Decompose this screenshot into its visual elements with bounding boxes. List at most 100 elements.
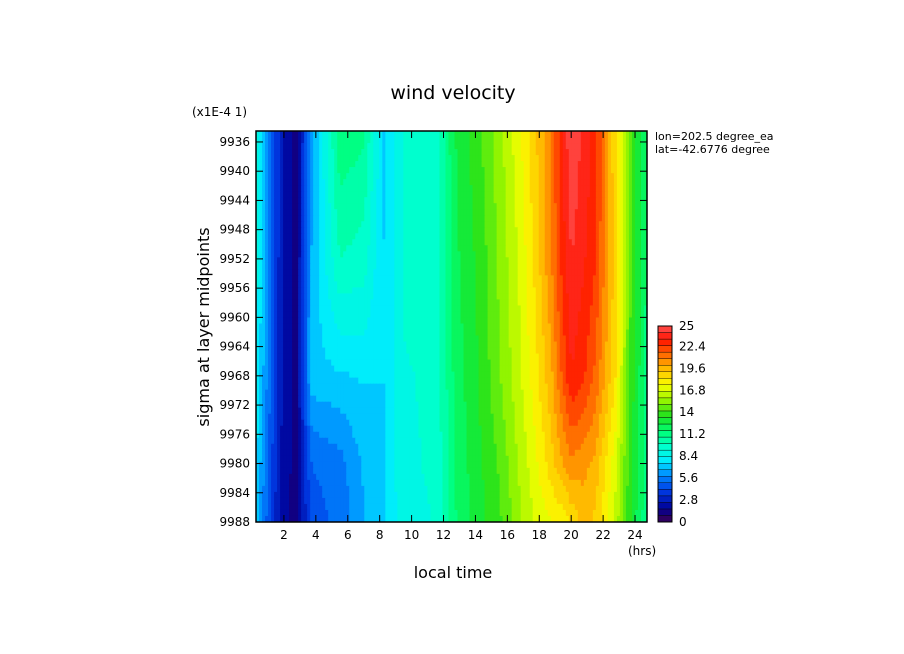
heatmap-cell bbox=[394, 149, 398, 156]
heatmap-cell bbox=[424, 173, 429, 180]
heatmap-cell bbox=[376, 281, 380, 288]
heatmap-cell bbox=[421, 287, 426, 295]
heatmap-cell bbox=[256, 269, 260, 276]
heatmap-cell bbox=[340, 143, 344, 150]
heatmap-cell bbox=[490, 227, 495, 234]
heatmap-cell bbox=[610, 329, 615, 337]
heatmap-cell bbox=[514, 317, 519, 325]
heatmap-cell bbox=[487, 227, 492, 234]
heatmap-cell bbox=[592, 155, 597, 162]
heatmap-cell bbox=[382, 233, 386, 240]
heatmap-cell bbox=[448, 239, 453, 246]
heatmap-cell bbox=[457, 311, 462, 319]
heatmap-cell bbox=[610, 215, 615, 222]
heatmap-cell bbox=[412, 149, 417, 156]
heatmap-cell bbox=[271, 239, 275, 246]
heatmap-cell bbox=[298, 323, 302, 331]
heatmap-cell bbox=[358, 353, 362, 361]
heatmap-cell bbox=[337, 317, 341, 325]
heatmap-cell bbox=[451, 299, 456, 307]
heatmap-cell bbox=[598, 251, 603, 258]
heatmap-cell bbox=[595, 287, 600, 295]
heatmap-cell bbox=[289, 293, 293, 301]
heatmap-cell bbox=[421, 299, 426, 307]
heatmap-cell bbox=[643, 257, 647, 264]
heatmap-cell bbox=[337, 209, 341, 216]
heatmap-cell bbox=[484, 239, 489, 246]
heatmap-cell bbox=[532, 215, 537, 222]
heatmap-cell bbox=[499, 311, 504, 319]
heatmap-cell bbox=[427, 179, 432, 186]
heatmap-cell bbox=[262, 341, 266, 349]
heatmap-cell bbox=[550, 185, 555, 192]
heatmap-cell bbox=[298, 131, 302, 138]
heatmap-cell bbox=[613, 251, 618, 258]
heatmap-cell bbox=[466, 131, 471, 138]
heatmap-cell bbox=[325, 179, 329, 186]
heatmap-cell bbox=[298, 137, 302, 144]
heatmap-cell bbox=[262, 203, 266, 210]
heatmap-cell bbox=[463, 143, 468, 150]
heatmap-cell bbox=[385, 143, 389, 150]
heatmap-cell bbox=[454, 245, 459, 252]
heatmap-cell bbox=[529, 233, 534, 240]
heatmap-cell bbox=[553, 161, 558, 168]
heatmap-cell bbox=[337, 269, 341, 276]
heatmap-cell bbox=[277, 329, 281, 337]
heatmap-cell bbox=[349, 215, 353, 222]
heatmap-cell bbox=[433, 197, 438, 204]
heatmap-cell bbox=[304, 197, 308, 204]
heatmap-cell bbox=[445, 173, 450, 180]
heatmap-cell bbox=[331, 317, 335, 325]
heatmap-cell bbox=[562, 341, 567, 349]
heatmap-cell bbox=[637, 245, 642, 252]
heatmap-cell bbox=[514, 209, 519, 216]
heatmap-cell bbox=[394, 173, 398, 180]
heatmap-cell bbox=[352, 251, 356, 258]
heatmap-cell bbox=[493, 239, 498, 246]
heatmap-cell bbox=[559, 311, 564, 319]
heatmap-cell bbox=[349, 347, 353, 355]
heatmap-cell bbox=[619, 167, 624, 174]
heatmap-cell bbox=[391, 275, 395, 282]
heatmap-cell bbox=[610, 287, 615, 295]
heatmap-cell bbox=[625, 161, 630, 168]
heatmap-cell bbox=[310, 173, 314, 180]
heatmap-cell bbox=[421, 203, 426, 210]
heatmap-cell bbox=[631, 179, 636, 186]
heatmap-cell bbox=[523, 149, 528, 156]
heatmap-cell bbox=[526, 233, 531, 240]
heatmap-cell bbox=[259, 149, 263, 156]
heatmap-cell bbox=[592, 179, 597, 186]
heatmap-cell bbox=[571, 197, 576, 204]
heatmap-cell bbox=[469, 305, 474, 313]
heatmap-cell bbox=[562, 299, 567, 307]
heatmap-cell bbox=[268, 239, 272, 246]
heatmap-cell bbox=[415, 257, 420, 264]
heatmap-cell bbox=[433, 179, 438, 186]
heatmap-cell bbox=[364, 191, 368, 198]
heatmap-cell bbox=[310, 281, 314, 288]
heatmap-cell bbox=[544, 233, 549, 240]
heatmap-cell bbox=[475, 347, 480, 355]
heatmap-cell bbox=[280, 329, 284, 337]
heatmap-cell bbox=[637, 149, 642, 156]
heatmap-cell bbox=[559, 305, 564, 313]
heatmap-cell bbox=[322, 335, 326, 343]
heatmap-cell bbox=[316, 263, 320, 270]
heatmap-cell bbox=[553, 239, 558, 246]
heatmap-cell bbox=[445, 185, 450, 192]
heatmap-cell bbox=[274, 209, 278, 216]
heatmap-cell bbox=[379, 359, 383, 367]
heatmap-cell bbox=[343, 245, 347, 252]
heatmap-cell bbox=[379, 131, 383, 138]
heatmap-cell bbox=[367, 245, 371, 252]
heatmap-cell bbox=[355, 155, 359, 162]
heatmap-cell bbox=[307, 155, 311, 162]
heatmap-cell bbox=[535, 305, 540, 313]
heatmap-cell bbox=[310, 359, 314, 367]
heatmap-cell bbox=[319, 155, 323, 162]
heatmap-cell bbox=[397, 233, 401, 240]
heatmap-cell bbox=[553, 221, 558, 228]
heatmap-cell bbox=[277, 275, 281, 282]
